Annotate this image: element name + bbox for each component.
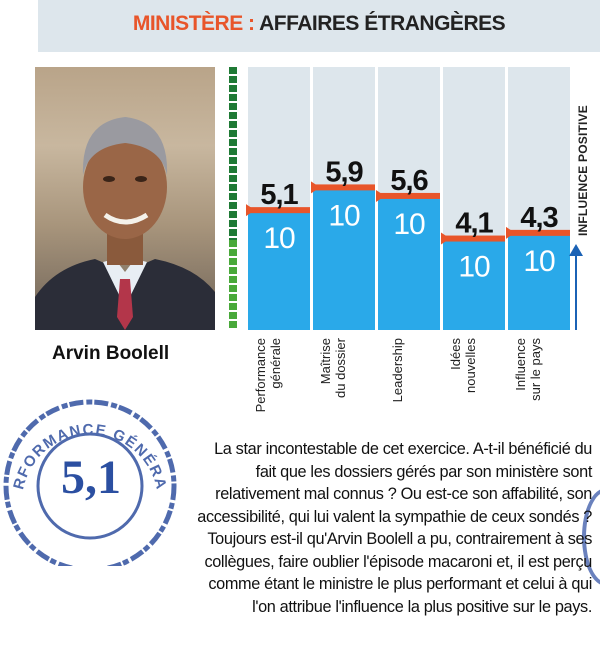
bar-max-label: 10	[458, 251, 490, 284]
category-label: nouvelles	[463, 338, 478, 393]
bar-max-label: 10	[523, 245, 555, 278]
bar-value-label: 4,3	[520, 202, 558, 234]
marker-triangle	[246, 204, 255, 217]
ministry-name: AFFAIRES ÉTRANGÈRES	[259, 12, 506, 35]
header-band	[38, 0, 600, 52]
bar-max-label: 10	[328, 199, 360, 232]
rating-bar-chart: 5,1 10 Performance générale 5,9 10 Maîtrise du …	[246, 67, 570, 412]
bar	[313, 187, 375, 330]
bar-value-label: 5,9	[325, 156, 363, 188]
arrow-up-icon	[569, 244, 583, 256]
influence-label-text: INFLUENCE POSITIVE	[576, 105, 590, 236]
portrait-photo	[35, 67, 215, 330]
bar-value-label: 4,1	[455, 208, 493, 240]
bar	[508, 232, 570, 330]
category-label: générale	[268, 338, 283, 389]
article-text: La star incontestable de cet exercice. A…	[197, 440, 592, 616]
category-label: Idées	[448, 338, 463, 370]
bar-top-line	[443, 235, 505, 242]
category-label: Maîtrise	[318, 338, 333, 384]
category-label: Influence	[513, 338, 528, 391]
bar-max-label: 10	[263, 222, 295, 255]
score-meter	[229, 67, 237, 330]
marker-triangle	[376, 189, 385, 202]
bar-top-line	[378, 192, 440, 199]
bar-top-line	[313, 184, 375, 191]
bar-max-label: 10	[393, 208, 425, 241]
person-name: Arvin Boolell	[52, 343, 170, 364]
bar-value-label: 5,6	[390, 165, 428, 197]
score-meter-lower	[229, 240, 237, 330]
category-label: sur le pays	[528, 338, 543, 401]
bar	[248, 210, 310, 330]
performance-stamp: PERFORMANCE GÉNÉRALE	[2, 390, 177, 566]
ministry-label: MINISTÈRE :	[132, 12, 255, 35]
category-label: du dossier	[333, 337, 348, 398]
marker-triangle	[506, 226, 515, 239]
bar-top-line	[248, 207, 310, 214]
influence-arrow-shaft	[575, 250, 577, 330]
bar	[378, 195, 440, 330]
marker-triangle	[441, 232, 450, 245]
bar-top-line	[508, 229, 570, 236]
marker-triangle	[311, 181, 320, 194]
portrait-illustration	[35, 117, 215, 330]
page-title: MINISTÈRE : AFFAIRES ÉTRANGÈRES	[38, 12, 600, 36]
category-label: Performance	[253, 338, 268, 412]
bar	[443, 238, 505, 330]
bar-value-label: 5,1	[260, 179, 298, 211]
stamp-value: 5,1	[61, 451, 121, 504]
category-label: Leadership	[390, 338, 405, 402]
